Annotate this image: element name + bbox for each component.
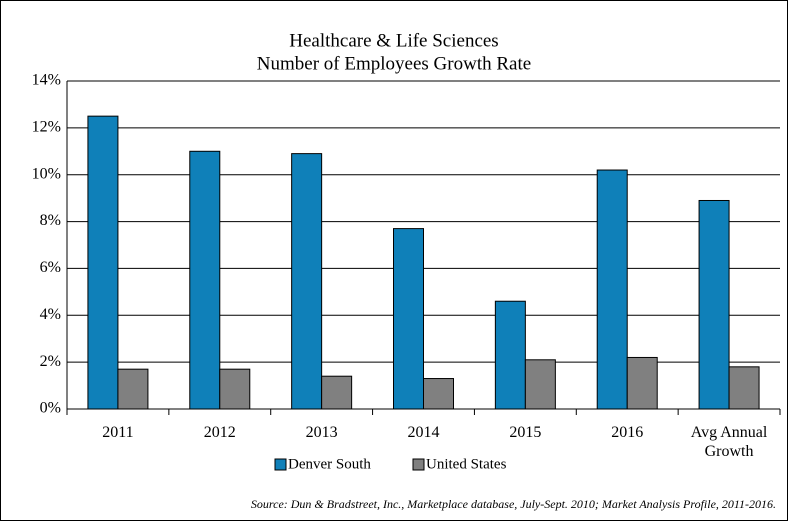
bar <box>393 228 424 410</box>
x-tick-label: 2011 <box>102 424 134 441</box>
y-tick-label: 2% <box>40 353 61 370</box>
bar <box>596 169 628 410</box>
y-tick-label: 8% <box>40 212 61 229</box>
legend-label: United States <box>426 456 507 472</box>
bar <box>189 150 221 410</box>
legend-swatch <box>274 458 287 471</box>
y-tick-label: 12% <box>32 119 61 136</box>
x-tick-label: 2014 <box>407 424 440 441</box>
y-tick-label: 0% <box>40 400 61 417</box>
bar <box>728 366 760 410</box>
legend-swatch <box>412 458 425 471</box>
x-tick-label: 2016 <box>611 424 644 441</box>
bar <box>321 375 353 410</box>
x-tick-label: 2012 <box>203 424 236 441</box>
bar <box>117 368 149 410</box>
chart-title: Healthcare & Life Sciences <box>289 30 498 51</box>
legend-label: Denver South <box>288 456 371 472</box>
y-tick-label: 4% <box>40 306 61 323</box>
bar <box>219 368 251 410</box>
x-tick-label: Avg Annual Growth <box>690 424 768 460</box>
x-tick-label: 2013 <box>305 424 338 441</box>
bar <box>291 153 323 410</box>
bar <box>423 378 454 410</box>
x-tick-label: 2015 <box>509 424 542 441</box>
y-tick-label: 14% <box>32 72 61 89</box>
bar <box>87 115 119 410</box>
bar <box>524 359 556 410</box>
y-tick-label: 6% <box>40 259 61 276</box>
chart-subtitle: Number of Employees Growth Rate <box>257 53 531 74</box>
bar <box>494 300 526 410</box>
bar <box>626 356 658 410</box>
y-tick-label: 10% <box>32 165 61 182</box>
bar <box>698 199 730 410</box>
source-note: Source: Dun & Bradstreet, Inc., Marketpl… <box>251 497 776 511</box>
